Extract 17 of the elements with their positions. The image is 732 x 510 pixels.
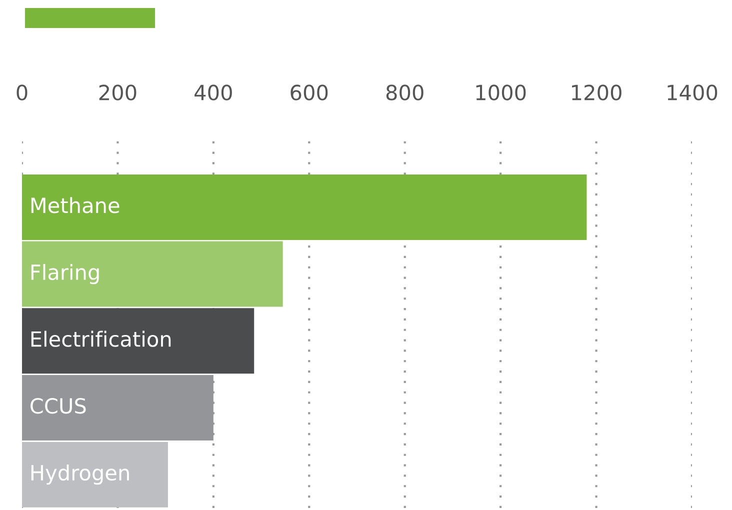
x-tick-label: 1000 xyxy=(476,84,526,100)
y-tick-label: Electrification xyxy=(31,330,171,347)
bar xyxy=(22,308,254,374)
bar xyxy=(22,241,283,307)
x-tick-label: 200 xyxy=(99,84,136,100)
y-tick-label: Flaring xyxy=(31,264,99,284)
y-tick-label: Methane xyxy=(31,197,120,214)
x-tick-label: 600 xyxy=(290,84,328,100)
x-tick-label: 400 xyxy=(194,84,232,100)
x-tick-label: 0 xyxy=(16,84,28,100)
x-tick-label: 800 xyxy=(386,84,424,100)
x-tick-label: 1200 xyxy=(572,84,622,100)
bar xyxy=(22,174,587,240)
y-tick-label: CCUS xyxy=(30,398,86,414)
bar xyxy=(22,442,168,508)
y-tick-label: Hydrogen xyxy=(31,464,129,485)
x-tick-label: 1400 xyxy=(668,84,718,100)
